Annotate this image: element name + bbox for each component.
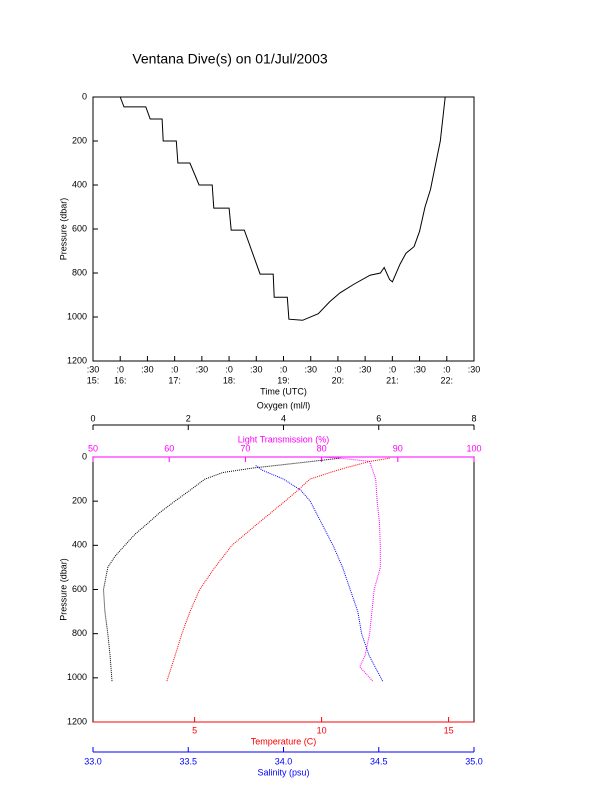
x-tick-label: 20: [332,375,345,385]
x-tick-label: 16: [114,375,127,385]
y-tick-label: 0 [82,91,87,101]
x-axis-label: Salinity (psu) [257,767,309,777]
x-axis-label: Light Transmission (%) [238,434,330,444]
x-tick-label: 17: [168,375,181,385]
data-line [102,457,341,682]
x-tick-label: 70 [240,443,250,453]
x-axis-label: Oxygen (ml/l) [257,400,311,410]
y-tick-label: 0 [82,451,87,461]
x-tick-label: :0 [389,364,397,374]
x-tick-label: :0 [116,364,124,374]
x-tick-label: :0 [443,364,451,374]
x-tick-label: 8 [471,413,476,423]
x-tick-label: 5 [192,725,197,735]
x-tick-label: :30 [250,364,263,374]
x-tick-label: 33.5 [179,756,197,766]
x-tick-label: 18: [223,375,236,385]
data-line [119,96,446,321]
y-tick-label: 600 [72,223,87,233]
plot-frame [92,96,475,362]
x-tick-label: 2 [186,413,191,423]
x-tick-label: 15: [87,375,100,385]
x-tick-label: 50 [88,443,98,453]
x-tick-label: 34.5 [370,756,388,766]
x-tick-label: 33.0 [84,756,102,766]
y-tick-label: 1000 [67,672,87,682]
y-tick-label: 600 [72,584,87,594]
x-tick-label: 90 [393,443,403,453]
x-axis-label: Time (UTC) [260,386,307,396]
x-axis-label: Temperature (C) [251,736,317,746]
y-axis-label: Pressure (dbar) [58,198,68,261]
x-tick-label: :30 [141,364,154,374]
x-tick-label: 60 [164,443,174,453]
x-tick-label: :30 [359,364,372,374]
y-tick-label: 800 [72,628,87,638]
x-tick-label: 6 [376,413,381,423]
x-tick-label: :30 [196,364,209,374]
x-tick-label: :30 [87,364,100,374]
x-tick-label: :0 [334,364,342,374]
x-tick-label: :30 [304,364,317,374]
y-tick-label: 200 [72,135,87,145]
x-tick-label: 0 [90,413,95,423]
y-tick-label: 800 [72,267,87,277]
x-tick-label: 22: [441,375,454,385]
x-tick-label: 4 [281,413,286,423]
y-tick-label: 400 [72,540,87,550]
y-tick-label: 1200 [67,716,87,726]
x-tick-label: 100 [466,443,481,453]
x-tick-label: :30 [413,364,426,374]
x-tick-label: 10 [317,725,327,735]
x-tick-label: 34.0 [275,756,293,766]
data-line [166,457,391,682]
chart-title: Ventana Dive(s) on 01/Jul/2003 [132,51,328,67]
x-tick-label: 21: [386,375,399,385]
x-tick-label: :0 [280,364,288,374]
x-tick-label: :0 [171,364,179,374]
data-line [254,464,384,682]
x-tick-label: :0 [225,364,233,374]
y-tick-label: 400 [72,179,87,189]
x-tick-label: 35.0 [465,756,483,766]
y-tick-label: 1200 [67,355,87,365]
x-tick-label: :30 [468,364,481,374]
x-tick-label: 80 [317,443,327,453]
plot-frame [92,456,475,723]
x-tick-label: 15 [444,725,454,735]
y-axis-label: Pressure (dbar) [58,558,68,621]
x-tick-label: 19: [277,375,290,385]
data-line [321,456,381,682]
y-tick-label: 200 [72,496,87,506]
y-tick-label: 1000 [67,311,87,321]
